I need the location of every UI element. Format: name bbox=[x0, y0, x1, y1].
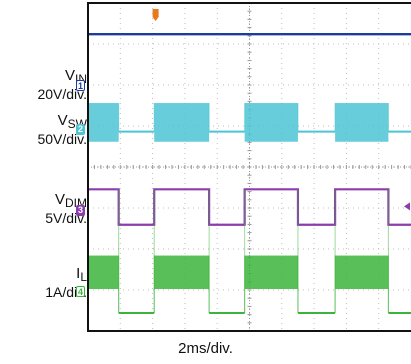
trace-vsw-burst bbox=[154, 103, 210, 142]
trace-vsw-burst bbox=[244, 103, 298, 142]
channel-marker-4: 4 bbox=[76, 286, 85, 297]
timebase-label: 2ms/div. bbox=[178, 340, 233, 357]
trace-il-burst bbox=[154, 255, 210, 290]
channel-marker-1: 1 bbox=[76, 80, 85, 91]
plot-frame bbox=[87, 2, 411, 332]
trace-il-burst bbox=[335, 255, 389, 290]
channel-marker-3: 3 bbox=[76, 205, 85, 216]
trace-vsw-burst bbox=[88, 103, 119, 142]
channel-offset-marker-icon bbox=[404, 202, 410, 211]
channel-marker-2: 2 bbox=[76, 124, 85, 135]
trace-il-burst bbox=[244, 255, 298, 290]
trigger-marker-icon bbox=[152, 9, 159, 21]
trace-vsw-burst bbox=[335, 103, 389, 142]
trace-il-burst bbox=[88, 255, 119, 290]
